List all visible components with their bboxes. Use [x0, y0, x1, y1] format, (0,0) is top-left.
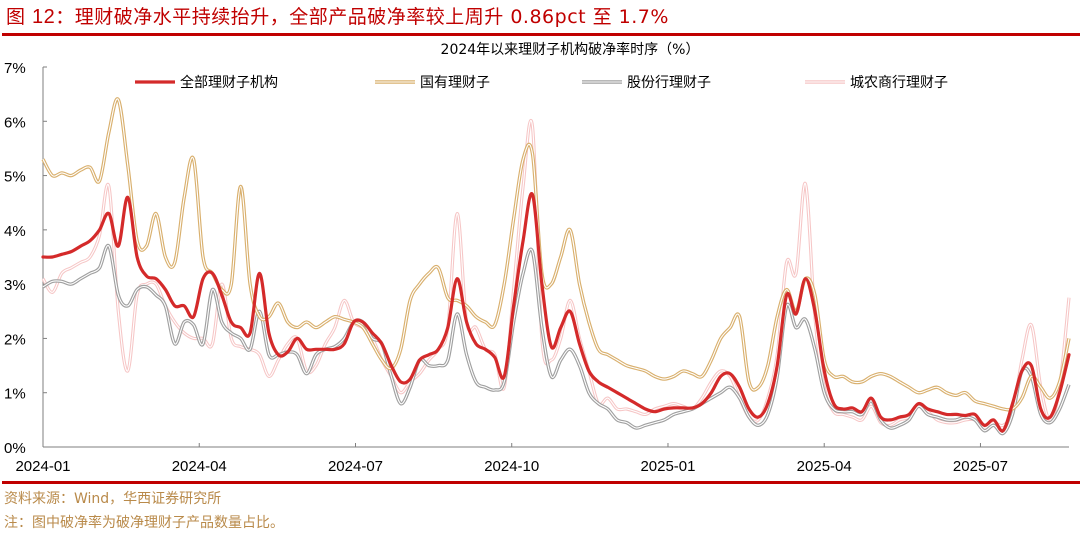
series-line	[41, 118, 1071, 430]
x-tick-label: 2024-10	[484, 458, 539, 475]
chart-axes: 0% 1% 2% 3% 4% 5% 6% 7% 2024-01 2024-04 2024-07 202…	[4, 60, 1069, 475]
x-tick-label: 2024-04	[172, 458, 227, 475]
figure-title: 图 12：理财破净水平持续抬升，全部产品破净率较上周升 0.86pct 至 1.…	[6, 2, 669, 29]
y-tick-label: 7%	[4, 60, 26, 77]
title-divider	[2, 33, 1080, 36]
legend-label: 城农商行理财子	[850, 75, 948, 91]
figure-number: 12	[32, 6, 56, 28]
series-line	[42, 243, 1071, 436]
legend-item: 国有理财子	[375, 75, 490, 91]
x-tick-label: 2024-07	[328, 458, 383, 475]
y-tick-label: 5%	[4, 169, 26, 186]
legend-label: 全部理财子机构	[180, 74, 278, 91]
footnote: 注：图中破净率为破净理财子产品数量占比。	[4, 515, 284, 531]
legend-label: 股份行理财子	[627, 75, 711, 91]
y-tick-label: 6%	[4, 114, 26, 131]
figure-title-prefix: 图	[6, 6, 33, 28]
legend-label: 国有理财子	[420, 75, 490, 91]
series-line	[41, 192, 1071, 433]
figure-title-text: ：理财破净水平持续抬升，全部产品破净率较上周升 0.86pct 至 1.7%	[55, 6, 669, 28]
x-tick-label: 2024-01	[15, 458, 70, 475]
y-tick-label: 4%	[4, 223, 26, 240]
series-line	[41, 97, 1071, 412]
source-note: 资料来源：Wind，华西证券研究所	[4, 491, 222, 507]
y-tick-label: 0%	[4, 440, 26, 457]
y-tick-label: 1%	[4, 386, 26, 403]
x-tick-label: 2025-07	[953, 458, 1008, 475]
x-tick-label: 2025-01	[640, 458, 695, 475]
legend-item: 全部理财子机构	[135, 74, 278, 91]
footer-divider	[2, 481, 1080, 484]
chart-title: 2024年以来理财子机构破净率时序（%）	[440, 42, 700, 58]
y-tick-label: 2%	[4, 331, 26, 348]
y-tick-label: 3%	[4, 277, 26, 294]
legend-item: 股份行理财子	[582, 75, 711, 91]
x-tick-label: 2025-04	[797, 458, 852, 475]
chart-series	[41, 97, 1071, 436]
chart-legend: 全部理财子机构 国有理财子 股份行理财子 城农商行理财子	[135, 74, 948, 91]
legend-item: 城农商行理财子	[805, 75, 948, 91]
